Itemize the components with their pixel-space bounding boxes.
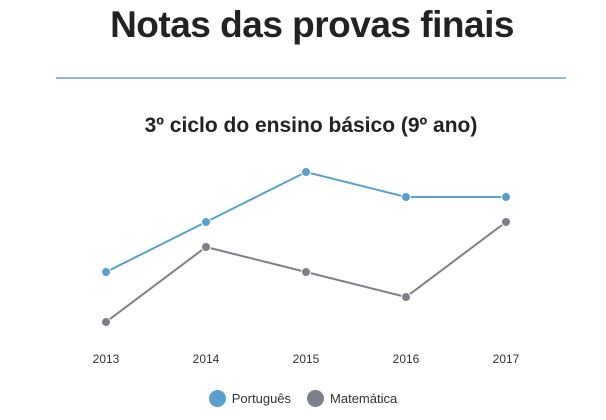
data-point-0-3[interactable] <box>401 192 411 202</box>
legend-label: Matemática <box>330 391 398 406</box>
x-tick-label: 2015 <box>293 352 320 366</box>
legend-item-1[interactable]: Matemática <box>307 390 397 407</box>
data-point-0-2[interactable] <box>301 167 311 177</box>
data-point-0-1[interactable] <box>201 217 211 227</box>
page-title: Notas das provas finais <box>110 4 514 45</box>
x-tick-label: 2016 <box>393 352 420 366</box>
data-point-1-3[interactable] <box>401 292 411 302</box>
chart-legend: Português Matemática <box>0 390 606 407</box>
x-tick-label: 2017 <box>493 352 520 366</box>
data-point-0-0[interactable] <box>101 267 111 277</box>
data-point-1-2[interactable] <box>301 267 311 277</box>
chart-subtitle: 3º ciclo do ensino básico (9º ano) <box>144 114 478 137</box>
legend-marker-icon <box>307 390 325 407</box>
legend-marker-icon <box>208 390 226 407</box>
data-point-0-4[interactable] <box>501 192 511 202</box>
data-point-1-4[interactable] <box>501 217 511 227</box>
data-point-1-1[interactable] <box>201 242 211 252</box>
legend-label: Português <box>231 391 292 406</box>
series-line-0 <box>105 170 506 273</box>
x-tick-label: 2013 <box>93 352 120 366</box>
data-point-1-0[interactable] <box>101 317 111 327</box>
legend-item-0[interactable]: Português <box>208 390 292 407</box>
x-tick-label: 2014 <box>193 352 220 366</box>
title-divider <box>56 77 566 79</box>
